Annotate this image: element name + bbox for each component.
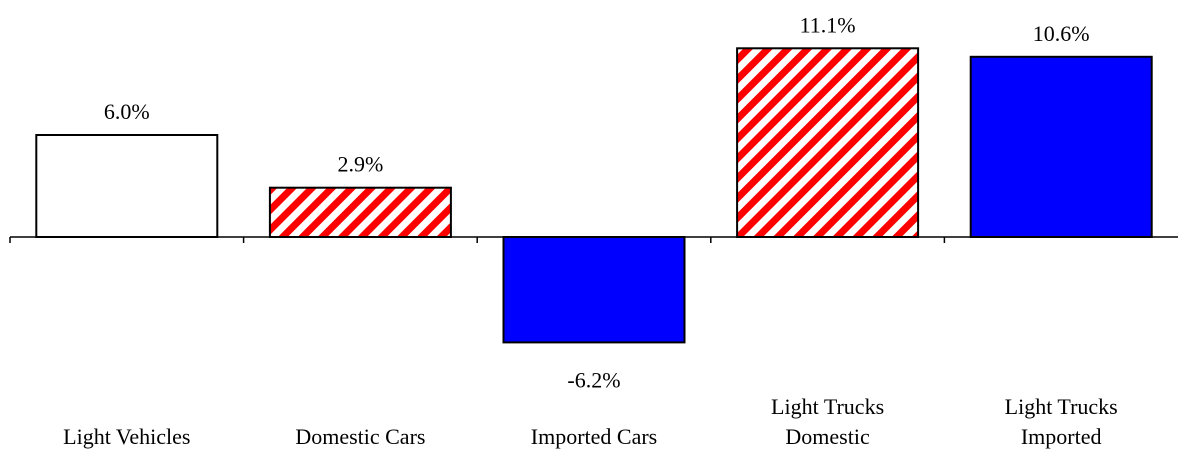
bar: [969, 55, 1153, 238]
x-axis: [9, 236, 1178, 243]
data-label: 6.0%: [104, 99, 150, 124]
bar: [268, 186, 452, 238]
labels-layer: 6.0% Light Vehicles 2.9% Domestic Cars -6.2%…: [63, 12, 1118, 449]
category-label: Light Trucks: [1005, 394, 1118, 419]
data-label: -6.2%: [567, 367, 620, 392]
bar: [35, 134, 219, 238]
category-label: Light Vehicles: [63, 424, 190, 449]
bars-layer: [35, 47, 1153, 344]
data-label: 11.1%: [800, 12, 856, 37]
category-label: Domestic: [785, 424, 870, 449]
category-label: Imported: [1021, 424, 1102, 449]
bar: [736, 47, 920, 238]
data-label: 10.6%: [1033, 21, 1090, 46]
bar: [502, 236, 686, 344]
category-label: Light Trucks: [771, 394, 884, 419]
category-label: Domestic Cars: [295, 424, 425, 449]
data-label: 2.9%: [337, 152, 383, 177]
category-label: Imported Cars: [531, 424, 657, 449]
